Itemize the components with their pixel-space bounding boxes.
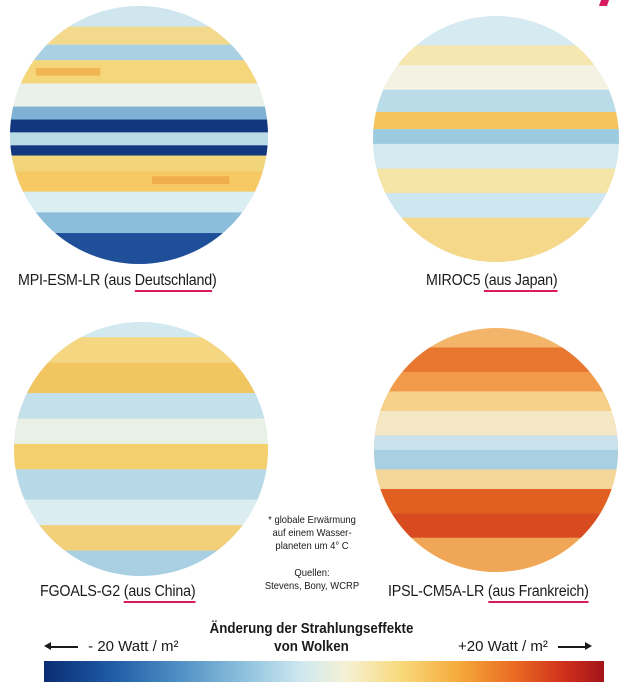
legend-max-label: +20 Watt / m²: [458, 638, 593, 655]
model-label-mpi-esm-lr: MPI-ESM-LR (aus Deutschland): [18, 272, 217, 292]
corner-accent: [598, 0, 610, 6]
color-scale-bar: [44, 661, 604, 682]
legend-title-line-2: von Wolken: [274, 639, 349, 655]
legend-min-label: - 20 Watt / m²: [44, 638, 178, 655]
sources-text: Stevens, Bony, WCRP: [264, 580, 360, 592]
legend-title: Änderung der Strahlungseffekte von Wolke…: [25, 620, 598, 656]
legend-title-line-1: Änderung der Strahlungseffekte: [209, 621, 414, 637]
arrow-left-icon: [44, 643, 78, 650]
planet-mpi-esm-lr: [10, 6, 268, 264]
arrow-right-icon: [558, 643, 593, 650]
footnote-line-1: * globale Erwärmung: [268, 514, 356, 526]
footnote: * globale Erwärmung auf einem Wasser- pl…: [254, 514, 369, 593]
sources-label: Quellen:: [294, 567, 330, 579]
footnote-line-2: auf einem Wasser-: [272, 527, 352, 539]
model-label-ipsl-cm5a-lr: IPSL-CM5A-LR (aus Frankreich): [388, 583, 589, 603]
planet-ipsl-cm5a-lr: [374, 328, 618, 572]
model-label-miroc5: MIROC5 (aus Japan): [426, 272, 558, 292]
planet-miroc5: [373, 16, 619, 262]
model-label-fgoals-g2: FGOALS-G2 (aus China): [40, 583, 196, 603]
footnote-line-3: planeten um 4° C: [275, 540, 349, 552]
planet-fgoals-g2: [14, 322, 268, 576]
